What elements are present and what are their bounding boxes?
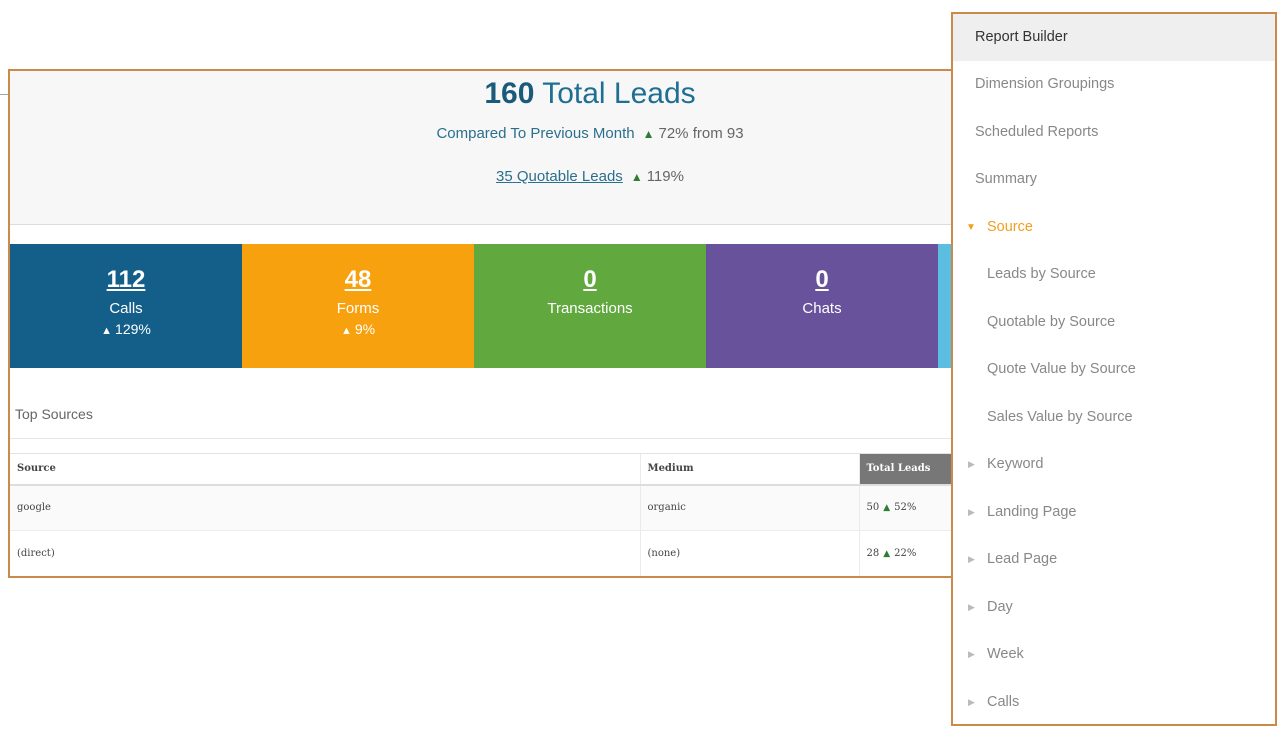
quotable-leads-label: Quotable Leads	[516, 168, 623, 185]
tile-value[interactable]: 0	[583, 266, 597, 293]
comparison-line: Compared To Previous Month ▲ 72% from 93	[10, 125, 966, 142]
menu-item-calls[interactable]: ▶ Calls	[953, 679, 1275, 725]
menu-item-week[interactable]: ▶ Week	[953, 631, 1275, 679]
menu-item-quotable-by-source[interactable]: Quotable by Source	[987, 313, 1116, 330]
menu-item-lead-page[interactable]: ▶ Lead Page	[953, 536, 1275, 584]
caret-right-icon: ▶	[968, 506, 975, 517]
tile-label: Forms	[336, 300, 380, 317]
menu-item-report-builder[interactable]: Report Builder	[953, 14, 1275, 61]
caret-up-icon: ▲	[340, 325, 352, 337]
cell-total-leads: 50 ▲ 52%	[858, 484, 952, 531]
tile-transactions[interactable]: 0 Transactions	[474, 244, 706, 368]
cell-source: google	[10, 484, 640, 531]
caret-right-icon: ▶	[968, 459, 975, 469]
cell-medium: organic	[639, 484, 859, 531]
leads-summary: 160 Total Leads Compared To Previous Mon…	[10, 71, 966, 225]
menu-item-day[interactable]: ▶ Day	[953, 584, 1275, 632]
menu-item-summary[interactable]: Summary	[975, 171, 1038, 187]
caret-right-icon: ▶	[968, 696, 975, 707]
quotable-leads-link[interactable]: 35 Quotable Leads	[496, 168, 623, 185]
menu-item-source[interactable]: ▼ Source	[953, 204, 1275, 252]
tile-forms[interactable]: 48 Forms ▲ 9%	[242, 244, 474, 368]
quotable-leads-line: 35 Quotable Leads ▲ 119%	[10, 168, 966, 185]
column-header-medium[interactable]: Medium	[639, 453, 859, 486]
comparison-change: 72% from 93	[658, 125, 744, 142]
tile-calls[interactable]: 112 Calls ▲ 129%	[10, 244, 242, 368]
column-header-total-leads[interactable]: Total Leads	[858, 453, 952, 486]
arrow-up-icon: ▲	[630, 170, 643, 184]
arrow-up-icon: ▲	[883, 549, 891, 559]
comparison-label: Compared To Previous Month	[436, 125, 635, 142]
menu-item-quote-value-by-source[interactable]: Quote Value by Source	[987, 361, 1136, 377]
cell-medium: (none)	[639, 530, 859, 576]
menu-item-leads-by-source[interactable]: Leads by Source	[987, 266, 1096, 282]
tile-chats[interactable]: 0 Chats	[706, 244, 938, 368]
caret-right-icon: ▶	[968, 601, 975, 612]
arrow-up-icon: ▲	[883, 503, 891, 514]
quotable-leads-value: 35	[496, 168, 513, 185]
tile-change: ▲ 9%	[340, 321, 376, 337]
table-row: google organic 50 ▲ 52%	[10, 484, 952, 531]
total-leads-value: 160	[484, 77, 535, 110]
table-row: (direct) (none) 28 ▲ 22%	[10, 530, 952, 576]
total-leads-headline: 160 Total Leads	[10, 77, 966, 111]
tile-value[interactable]: 112	[106, 266, 146, 293]
top-sources-table: Source Medium Total Leads google organic…	[10, 453, 952, 576]
quotable-leads-change: 119%	[646, 168, 684, 185]
report-builder-menu: Report Builder Dimension Groupings Sched…	[951, 12, 1277, 726]
tile-change: ▲ 129%	[101, 321, 151, 337]
tile-value[interactable]: 0	[815, 266, 829, 293]
total-leads-label: Total Leads	[542, 77, 696, 110]
divider	[0, 94, 10, 95]
leads-dashboard: 160 Total Leads Compared To Previous Mon…	[8, 69, 968, 578]
tile-label: Chats	[802, 300, 842, 317]
table-header-row: Source Medium Total Leads	[10, 453, 952, 486]
lead-type-tiles: 112 Calls ▲ 129% 48 Forms ▲ 9% 0 Transacti…	[10, 244, 966, 368]
caret-up-icon: ▲	[101, 325, 113, 337]
menu-item-dimension-groupings[interactable]: Dimension Groupings	[975, 76, 1115, 92]
column-header-source[interactable]: Source	[10, 453, 640, 486]
tile-label: Transactions	[547, 300, 633, 317]
cell-total-leads: 28 ▲ 22%	[858, 530, 952, 576]
menu-item-keyword[interactable]: ▶ Keyword	[953, 441, 1275, 489]
divider	[10, 438, 966, 439]
menu-item-sales-value-by-source[interactable]: Sales Value by Source	[987, 408, 1133, 425]
caret-right-icon: ▶	[968, 554, 975, 564]
tile-label: Calls	[109, 300, 143, 317]
menu-item-scheduled-reports[interactable]: Scheduled Reports	[975, 123, 1099, 140]
menu-item-landing-page[interactable]: ▶ Landing Page	[953, 489, 1275, 537]
cell-source: (direct)	[10, 530, 640, 576]
tile-value[interactable]: 48	[344, 266, 372, 293]
top-sources-title: Top Sources	[15, 406, 93, 422]
arrow-up-icon: ▲	[642, 127, 655, 141]
caret-down-icon: ▼	[966, 221, 976, 233]
caret-right-icon: ▶	[968, 649, 975, 659]
